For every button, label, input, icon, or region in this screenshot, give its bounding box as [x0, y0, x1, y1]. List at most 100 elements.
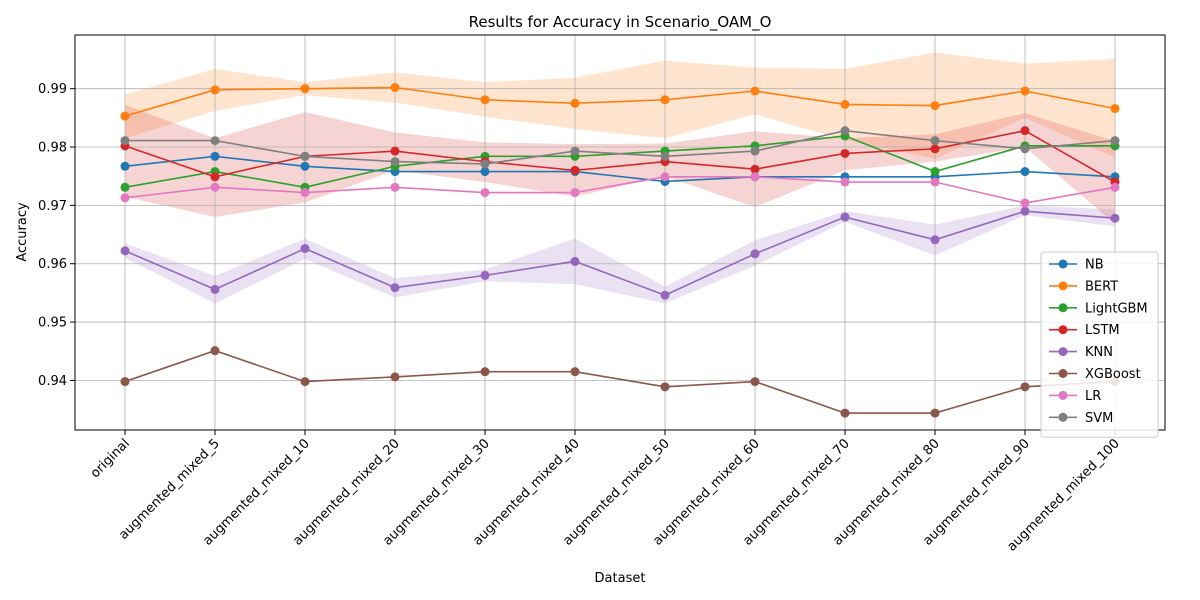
point-bert [750, 86, 760, 96]
grid-lines [75, 35, 1165, 430]
point-lr [930, 177, 940, 187]
series-line-bert [124, 86, 1116, 117]
point-knn [840, 212, 850, 222]
point-bert [840, 99, 850, 109]
point-lr [1110, 182, 1120, 192]
y-tick-label: 0.99 [38, 82, 67, 97]
point-svm [1110, 136, 1120, 146]
point-lr [120, 193, 130, 203]
point-bert [390, 83, 400, 93]
point-lr [750, 172, 760, 182]
point-lr [300, 188, 310, 198]
point-knn [210, 284, 220, 294]
chart-title: Results for Accuracy in Scenario_OAM_O [469, 13, 772, 32]
point-lr [390, 182, 400, 192]
point-lr [660, 172, 670, 182]
point-svm [210, 136, 220, 146]
series-line-knn [124, 210, 1116, 297]
legend-marker-nb [1058, 259, 1068, 269]
point-knn [300, 244, 310, 254]
confidence-bands [125, 52, 1115, 304]
x-tick-label: original [88, 436, 133, 481]
point-bert [660, 95, 670, 105]
plot-area-frame [74, 34, 1166, 431]
point-xgboost [660, 382, 670, 392]
point-svm [660, 151, 670, 161]
series-line-lstm [124, 129, 1116, 183]
series-line-svm [125, 129, 1116, 165]
point-lightgbm [930, 167, 940, 177]
legend-label-lightgbm: LightGBM [1085, 301, 1148, 316]
point-lstm [570, 165, 580, 175]
point-nb [1020, 167, 1030, 177]
legend-marker-lightgbm [1058, 303, 1068, 313]
legend-marker-svm [1058, 412, 1068, 422]
point-lstm [750, 164, 760, 174]
legend-marker-knn [1058, 347, 1068, 357]
legend-label-bert: BERT [1085, 279, 1118, 294]
band-lstm [125, 105, 1115, 225]
point-knn [390, 283, 400, 293]
series-line-xgboost [124, 349, 1116, 414]
series-lines [120, 83, 1120, 418]
point-svm [120, 136, 130, 146]
point-knn [480, 270, 490, 280]
point-knn [1110, 213, 1120, 223]
point-knn [930, 235, 940, 245]
point-knn [570, 256, 580, 266]
y-tick-label: 0.94 [38, 374, 67, 389]
legend-label-nb: NB [1085, 258, 1104, 273]
point-bert [930, 101, 940, 111]
point-bert [1020, 86, 1030, 96]
point-bert [570, 98, 580, 108]
y-axis-title: Accuracy [15, 202, 30, 262]
point-svm [570, 146, 580, 156]
point-lightgbm [120, 182, 130, 192]
legend-label-svm: SVM [1085, 411, 1113, 426]
point-svm [750, 146, 760, 156]
point-knn [750, 249, 760, 259]
legend: NB BERT LightGBM LSTM KNN XGBoost LR SVM [1040, 251, 1159, 438]
point-lr [1020, 198, 1030, 208]
band-bert [125, 52, 1115, 159]
legend-box [1040, 251, 1159, 438]
point-knn [660, 290, 670, 300]
legend-label-xgboost: XGBoost [1085, 367, 1141, 382]
legend-marker-xgboost [1058, 369, 1068, 378]
point-lstm [390, 146, 400, 156]
legend-marker-lstm [1058, 325, 1068, 335]
legend-marker-lr [1058, 390, 1068, 400]
point-xgboost [750, 377, 760, 387]
legend-label-knn: KNN [1085, 345, 1113, 360]
band-knn [125, 205, 1115, 304]
series-line-lr [124, 175, 1116, 204]
x-tick-label: augmented_mixed_5 [116, 436, 223, 543]
y-tick-label: 0.95 [38, 316, 67, 331]
point-svm [930, 136, 940, 146]
point-xgboost [300, 377, 310, 387]
point-bert [120, 111, 130, 121]
x-axis-title: Dataset [595, 571, 646, 586]
point-knn [1020, 206, 1030, 216]
y-axis-ticks: 0.94 0.95 0.96 0.97 0.98 0.99 [38, 82, 75, 389]
y-tick-label: 0.98 [38, 141, 67, 156]
point-nb [120, 161, 130, 171]
point-svm [1020, 144, 1030, 154]
y-tick-label: 0.96 [38, 257, 67, 272]
point-bert [1110, 104, 1120, 114]
point-bert [210, 85, 220, 95]
point-nb [300, 161, 310, 171]
point-nb [210, 151, 220, 161]
point-xgboost [1020, 382, 1030, 392]
point-xgboost [840, 408, 850, 418]
point-xgboost [480, 367, 490, 377]
point-xgboost [390, 372, 400, 382]
y-tick-label: 0.97 [38, 199, 67, 214]
point-lstm [1020, 126, 1030, 136]
series-line-nb [124, 155, 1116, 183]
point-xgboost [120, 377, 130, 387]
point-lstm [210, 172, 220, 182]
point-xgboost [210, 346, 220, 356]
point-nb [480, 167, 490, 177]
